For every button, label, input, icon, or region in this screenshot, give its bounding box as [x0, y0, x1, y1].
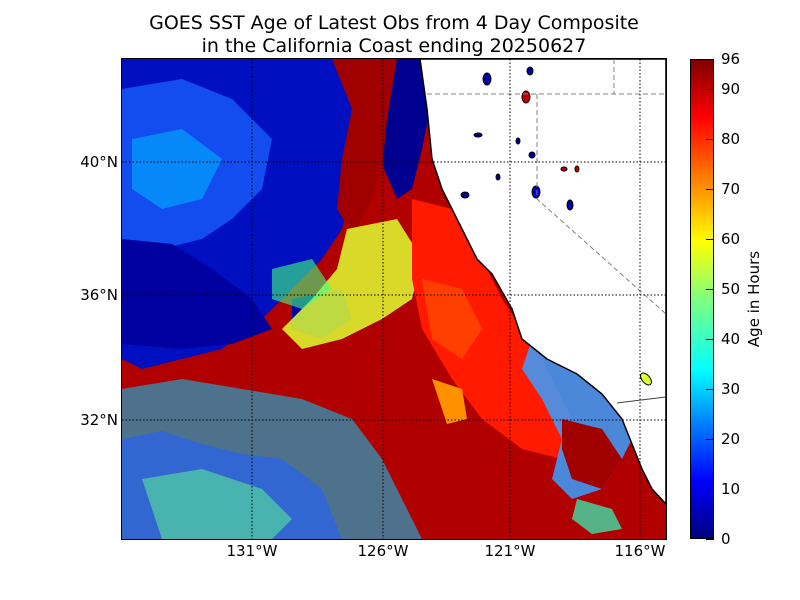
- northern-cyan-patch: [132, 129, 222, 209]
- colorbar: [690, 59, 714, 539]
- sst-age-map: [121, 58, 667, 540]
- salton-sea: [640, 372, 652, 386]
- inland-lake: [566, 199, 574, 211]
- central-yellow-band: [282, 219, 422, 349]
- colorbar-tick-label: 96: [721, 50, 741, 68]
- inland-lake: [531, 185, 541, 199]
- inland-lake: [560, 166, 568, 172]
- colorbar-tick-label: 50: [721, 280, 741, 298]
- colorbar-tick-label: 20: [721, 430, 741, 448]
- colorbar-tick-label: 10: [721, 480, 741, 498]
- colorbar-tick-label: 60: [721, 230, 741, 248]
- colorbar-tick-label: 0: [721, 530, 731, 548]
- nearshore-north-blue: [380, 59, 432, 199]
- bight-dark-red: [562, 419, 622, 489]
- offshore-north-red: [332, 59, 397, 234]
- inland-lake: [521, 90, 531, 104]
- lat-tick-label: 36°N: [80, 286, 118, 304]
- country-border: [616, 396, 666, 404]
- map-title-line-1: GOES SST Age of Latest Obs from 4 Day Co…: [149, 12, 639, 34]
- colorbar-tick-label: 90: [721, 80, 741, 98]
- west-dark-blue: [122, 239, 272, 349]
- colorbar-tick-mark: [706, 489, 714, 490]
- offshore-orange-spot: [432, 379, 467, 424]
- inland-lake: [574, 165, 580, 173]
- colorbar-tick-mark: [706, 189, 714, 190]
- lon-tick-label: 131°W: [226, 542, 278, 560]
- colorbar-tick-mark: [706, 89, 714, 90]
- graticule: [122, 59, 666, 539]
- colorbar-tick-mark: [706, 539, 714, 540]
- inland-lake: [495, 173, 501, 181]
- inland-lake: [473, 132, 483, 138]
- south-coast-green: [572, 499, 622, 534]
- lon-tick-label: 121°W: [484, 542, 536, 560]
- colorbar-tick-label: 30: [721, 380, 741, 398]
- colorbar-tick-mark: [706, 59, 714, 60]
- inland-lake: [515, 137, 521, 145]
- state-border: [536, 94, 666, 315]
- colorbar-title: Age in Hours: [745, 250, 763, 348]
- colorbar-tick-label: 40: [721, 330, 741, 348]
- inland-lake: [526, 66, 534, 76]
- sst-age-map-svg: [122, 59, 666, 539]
- lat-tick-label: 32°N: [80, 411, 118, 429]
- lat-tick-label: 40°N: [80, 153, 118, 171]
- colorbar-tick-mark: [706, 389, 714, 390]
- lon-tick-label: 116°W: [614, 542, 666, 560]
- lon-tick-label: 126°W: [357, 542, 409, 560]
- colorbar-tick-mark: [706, 439, 714, 440]
- colorbar-tick-label: 80: [721, 130, 741, 148]
- map-title-line-2: in the California Coast ending 20250627: [201, 35, 587, 57]
- colorbar-tick-label: 70: [721, 180, 741, 198]
- colorbar-tick-mark: [706, 139, 714, 140]
- colorbar-tick-mark: [706, 289, 714, 290]
- land-mass: [419, 59, 666, 506]
- colorbar-tick-mark: [706, 239, 714, 240]
- inland-lake: [460, 191, 470, 199]
- inland-lake: [528, 151, 536, 159]
- colorbar-tick-mark: [706, 339, 714, 340]
- southern-green-patch: [142, 469, 292, 539]
- inland-lake: [482, 72, 492, 86]
- coastal-orange-patch: [422, 279, 482, 359]
- central-green-patch: [272, 259, 332, 309]
